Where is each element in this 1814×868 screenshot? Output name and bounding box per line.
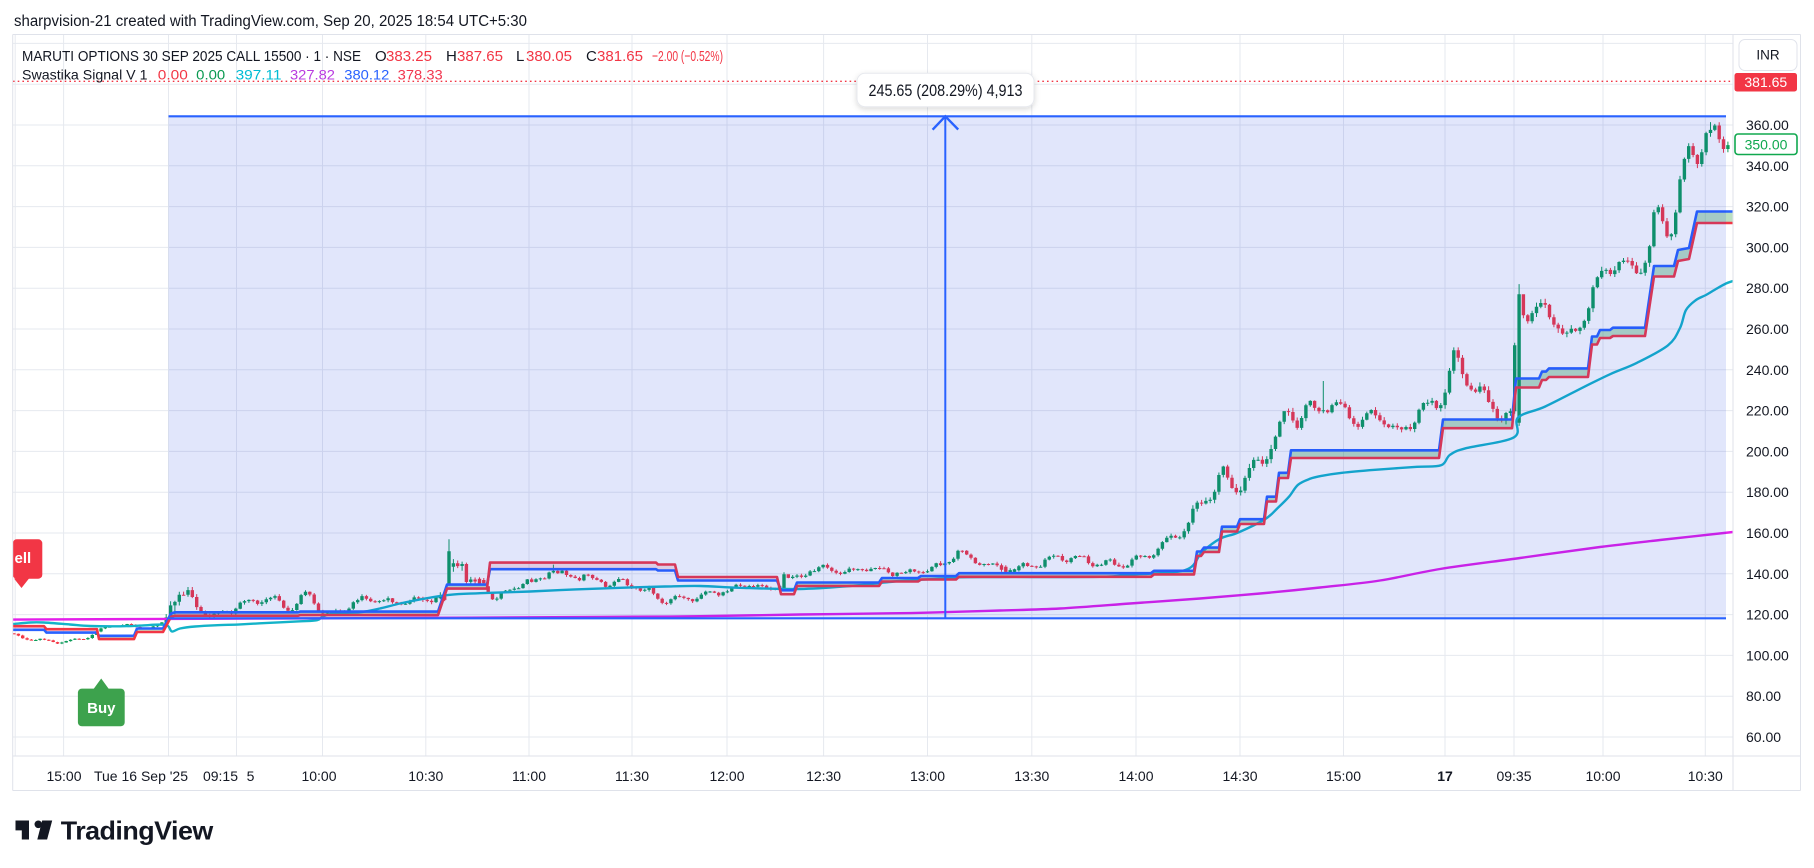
svg-text:378.33: 378.33 (398, 67, 443, 83)
svg-text:200.00: 200.00 (1746, 443, 1789, 459)
svg-text:100.00: 100.00 (1746, 647, 1789, 663)
svg-text:MARUTI OPTIONS 30 SEP 2025 CAL: MARUTI OPTIONS 30 SEP 2025 CALL 15500 · … (22, 48, 361, 65)
svg-text:15:00: 15:00 (46, 768, 81, 784)
svg-text:12:30: 12:30 (806, 768, 841, 784)
svg-text:120.00: 120.00 (1746, 607, 1789, 623)
svg-text:320.00: 320.00 (1746, 199, 1789, 215)
svg-text:H: H (446, 48, 457, 65)
svg-text:09:15: 09:15 (203, 768, 238, 784)
svg-text:13:30: 13:30 (1014, 768, 1049, 784)
svg-text:60.00: 60.00 (1746, 729, 1781, 745)
svg-text:381.65: 381.65 (1744, 74, 1787, 90)
svg-text:160.00: 160.00 (1746, 525, 1789, 541)
svg-text:0.00: 0.00 (158, 67, 188, 83)
svg-text:380.12: 380.12 (344, 67, 389, 83)
svg-text:80.00: 80.00 (1746, 688, 1781, 704)
svg-text:350.00: 350.00 (1745, 136, 1788, 152)
svg-text:381.65: 381.65 (597, 48, 643, 65)
svg-text:L: L (516, 48, 524, 65)
svg-text:14:00: 14:00 (1118, 768, 1153, 784)
svg-text:10:30: 10:30 (408, 768, 443, 784)
svg-text:140.00: 140.00 (1746, 566, 1789, 582)
svg-text:180.00: 180.00 (1746, 484, 1789, 500)
svg-text:383.25: 383.25 (386, 48, 432, 65)
svg-text:14:30: 14:30 (1222, 768, 1257, 784)
svg-text:TradingView: TradingView (61, 816, 214, 846)
svg-text:O: O (375, 48, 387, 65)
svg-text:11:30: 11:30 (615, 768, 649, 784)
svg-text:Swastika Signal V 1: Swastika Signal V 1 (22, 67, 148, 83)
svg-text:09:35: 09:35 (1496, 768, 1531, 784)
svg-text:10:30: 10:30 (1688, 768, 1723, 784)
svg-text:−2.00 (−0.52%): −2.00 (−0.52%) (652, 48, 723, 65)
svg-text:sharpvision-21 created with Tr: sharpvision-21 created with TradingView.… (14, 13, 527, 30)
svg-text:387.65: 387.65 (457, 48, 503, 65)
svg-text:327.82: 327.82 (290, 67, 335, 83)
svg-text:11:00: 11:00 (512, 768, 546, 784)
svg-text:360.00: 360.00 (1746, 117, 1789, 133)
svg-text:260.00: 260.00 (1746, 321, 1789, 337)
svg-text:17: 17 (1437, 768, 1453, 784)
svg-text:0.00: 0.00 (196, 67, 225, 83)
svg-text:C: C (586, 48, 597, 65)
svg-text:220.00: 220.00 (1746, 403, 1789, 419)
svg-text:ell: ell (15, 550, 32, 567)
svg-text:Buy: Buy (87, 700, 116, 717)
svg-text:340.00: 340.00 (1746, 158, 1789, 174)
svg-text:245.65 (208.29%) 4,913: 245.65 (208.29%) 4,913 (869, 82, 1023, 100)
svg-text:INR: INR (1756, 48, 1780, 63)
svg-text:Tue 16 Sep '25: Tue 16 Sep '25 (94, 768, 188, 784)
svg-text:280.00: 280.00 (1746, 280, 1789, 296)
svg-text:12:00: 12:00 (709, 768, 744, 784)
svg-text:10:00: 10:00 (1585, 768, 1620, 784)
svg-text:300.00: 300.00 (1746, 239, 1789, 255)
svg-text:10:00: 10:00 (301, 768, 336, 784)
svg-text:13:00: 13:00 (910, 768, 945, 784)
svg-text:397.11: 397.11 (236, 67, 282, 83)
svg-text:15:00: 15:00 (1326, 768, 1361, 784)
svg-text:380.05: 380.05 (526, 48, 572, 65)
svg-text:240.00: 240.00 (1746, 362, 1789, 378)
svg-text:5: 5 (247, 768, 255, 784)
